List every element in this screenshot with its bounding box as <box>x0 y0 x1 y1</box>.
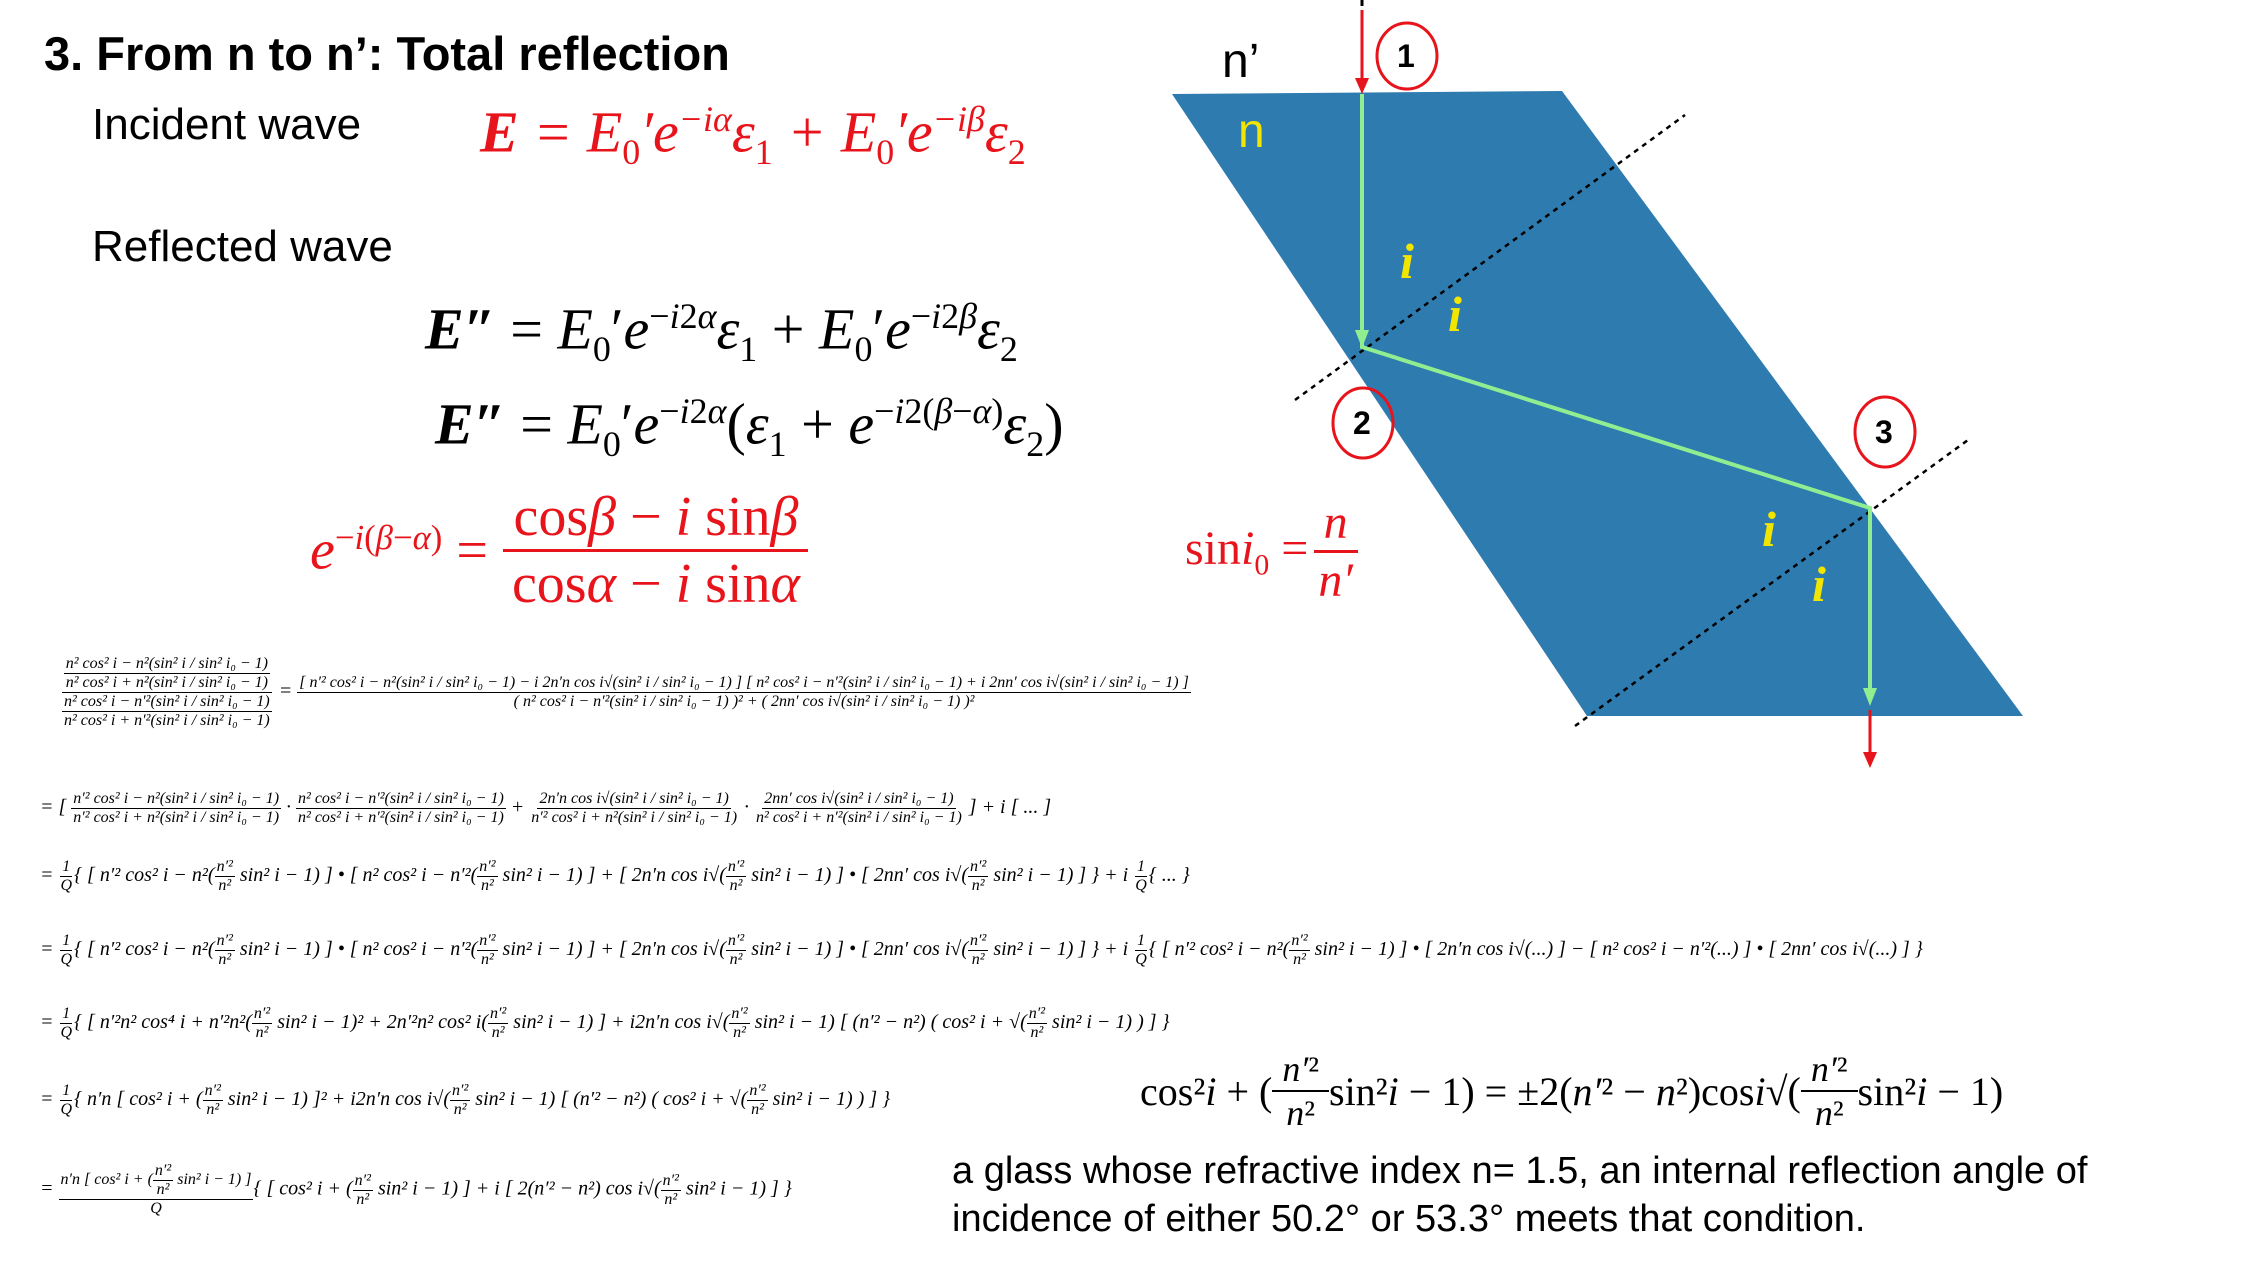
angle-label-1: i <box>1400 233 1414 289</box>
conclusion-text-line-2: incidence of either 50.2° or 53.3° meets… <box>952 1198 1866 1240</box>
point-2-circle <box>1331 386 1395 460</box>
condition-equation: cos²i + ( n′² n² sin²i − 1) = ±2(n′² − n²… <box>1140 1049 2004 1133</box>
derivation-line-4: = 1 Q{ [ n′² cos² i − n²(n′² n² sin² i − 1… <box>40 932 1923 968</box>
phase-ratio-equation: e−i(β−α) = cosβ − i sinβ cosα − i sinα <box>310 485 810 616</box>
derivation-line-7: = n′n [ cos² i + (n′² n² sin² i − 1) ] Q{ … <box>40 1162 792 1217</box>
point-3-circle <box>1853 395 1917 469</box>
point-1-label: 1 <box>1397 38 1415 74</box>
reflected-wave-equation-2: E″ = E0′e−i2α(ε1 + e−i2(β−α)ε2) <box>435 391 1064 464</box>
conclusion-text-line-1: a glass whose refractive index n= 1.5, a… <box>952 1150 2088 1192</box>
normal-dashed-3 <box>1574 438 1969 728</box>
reflected-wave-label: Reflected wave <box>92 222 393 271</box>
glass-prism <box>1172 91 2023 716</box>
reflected-wave-equation-1: E″ = E0′e−i2αε1 + E0′e−i2βε2 <box>425 296 1018 369</box>
normal-dashed-2 <box>1294 113 1686 402</box>
ray-arrow-head-2 <box>1863 688 1877 706</box>
point-1-circle <box>1375 21 1439 91</box>
light-ray-path <box>1360 94 1872 700</box>
angle-label-3: i <box>1762 501 1776 557</box>
derivation-line-3: = 1 Q{ [ n′² cos² i − n²(n′² n² sin² i − 1… <box>40 858 1190 894</box>
medium-label-inner: n <box>1238 105 1265 158</box>
derivation-line-1: n² cos² i − n²(sin² i / sin² i₀ − 1) n² c… <box>60 655 1191 730</box>
derivation-line-2: = [ n′² cos² i − n²(sin² i / sin² i₀ − 1… <box>40 790 1052 826</box>
outgoing-arrow-head <box>1863 752 1877 768</box>
angle-label-4: i <box>1812 556 1826 612</box>
derivation-line-6: = 1 Q{ n′n [ cos² i + (n′² n² sin² i − 1) … <box>40 1082 891 1118</box>
point-3-label: 3 <box>1875 414 1893 450</box>
critical-angle-equation: sini0 = n n′ <box>1185 495 1363 608</box>
medium-label-outer: n’ <box>1222 35 1260 88</box>
incident-wave-label: Incident wave <box>92 100 362 149</box>
point-2-label: 2 <box>1353 405 1371 441</box>
angle-label-2: i <box>1448 286 1462 342</box>
page-title: 3. From n to n’: Total reflection <box>44 27 730 80</box>
incoming-arrow-head <box>1355 78 1369 94</box>
derivation-line-5: = 1 Q{ [ n′²n² cos⁴ i + n′²n²(n′² n² sin² … <box>40 1005 1170 1041</box>
incident-wave-equation: E = E0′e−iαε1 + E0′e−iβε2 <box>480 99 1026 172</box>
ray-arrow-head-1 <box>1355 330 1369 348</box>
